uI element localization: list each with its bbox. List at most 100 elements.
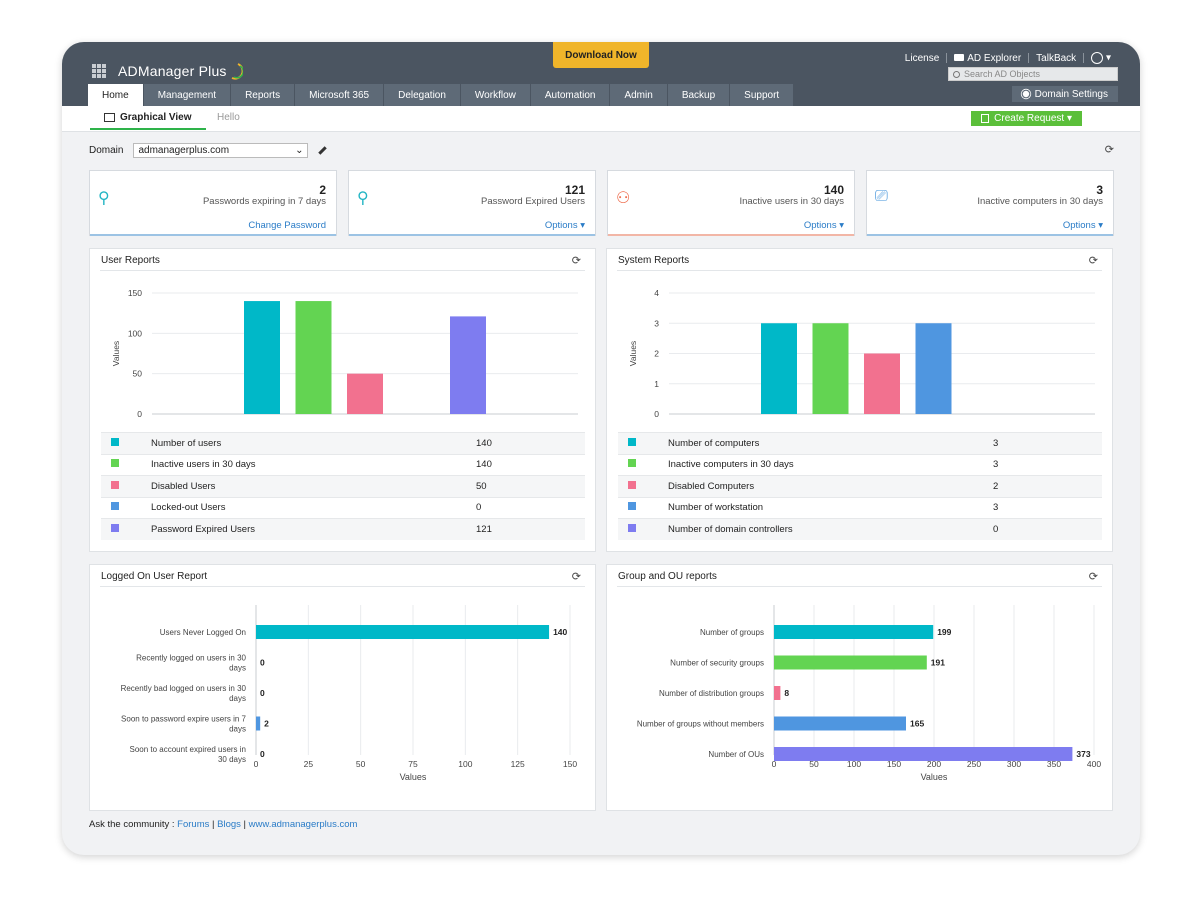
- subtab-graphical-view[interactable]: Graphical View: [90, 112, 205, 130]
- tab-management[interactable]: Management: [143, 84, 231, 106]
- legend-swatch: [628, 480, 636, 489]
- tab-admin[interactable]: Admin: [610, 84, 667, 106]
- divider: [1028, 53, 1030, 63]
- legend-row: Number of users 140: [101, 432, 585, 454]
- legend-swatch: [628, 437, 636, 446]
- data-label: 0: [260, 749, 265, 759]
- y-tick-label: Soon to account expired users in: [129, 745, 246, 754]
- search-icon: [953, 70, 960, 78]
- card-accent: [90, 234, 336, 236]
- options-dropdown[interactable]: Options ▾: [544, 220, 585, 231]
- tab-home[interactable]: Home: [88, 84, 143, 106]
- domain-settings-button[interactable]: Domain Settings: [1011, 86, 1118, 102]
- x-tick-label: 0: [772, 759, 777, 769]
- y-tick-label: 100: [128, 328, 142, 338]
- card-count: 3: [1096, 183, 1103, 197]
- user-menu[interactable]: ▾: [1084, 52, 1118, 64]
- refresh-icon[interactable]: ⟳: [571, 255, 581, 267]
- change-password-link[interactable]: Change Password: [248, 220, 326, 231]
- y-tick-label: 0: [137, 409, 142, 419]
- options-dropdown[interactable]: Options ▾: [803, 220, 844, 231]
- y-tick-label: Soon to password expire users in 7: [121, 715, 247, 724]
- legend-value: 3: [993, 437, 999, 449]
- legend-swatch: [111, 502, 119, 511]
- edit-icon[interactable]: [318, 146, 328, 155]
- bar-3: [864, 353, 900, 414]
- tab-reports[interactable]: Reports: [231, 84, 295, 106]
- x-tick-label: 25: [304, 759, 314, 769]
- card-count: 121: [564, 183, 585, 197]
- domain-settings-label: Domain Settings: [1034, 88, 1108, 100]
- group-ou-chart: 0 50 100 150 200 250 300 350 400 Values 199 Number …: [637, 605, 1101, 782]
- y-axis-label: Values: [628, 341, 638, 366]
- bar-3: [774, 686, 781, 700]
- refresh-icon[interactable]: ⟳: [1088, 571, 1098, 583]
- legend-label: Number of domain controllers: [668, 524, 793, 535]
- x-tick-label: 150: [887, 759, 901, 769]
- card-accent: [608, 234, 854, 236]
- y-tick-label: 30 days: [218, 755, 246, 764]
- legend-row: Number of workstation 3: [618, 497, 1102, 519]
- website-link[interactable]: www.admanagerplus.com: [248, 819, 358, 830]
- legend-value: 3: [993, 459, 999, 471]
- refresh-icon[interactable]: ⟳: [1104, 144, 1114, 156]
- key-icon: ⚲: [357, 190, 369, 207]
- card-label: Passwords expiring in 7 days: [202, 196, 326, 207]
- y-tick-label: 2: [654, 349, 659, 359]
- footer: Ask the community : Forums | Blogs | www…: [89, 819, 357, 830]
- bar-2: [812, 323, 849, 414]
- y-tick-label: 50: [133, 369, 143, 379]
- folder-icon: [954, 54, 965, 62]
- options-dropdown[interactable]: Options ▾: [1062, 220, 1103, 231]
- legend-swatch: [111, 524, 119, 532]
- app-logo[interactable]: ADManager Plus: [92, 62, 243, 80]
- y-tick-label: 0: [654, 409, 659, 419]
- tab-workflow[interactable]: Workflow: [460, 84, 530, 106]
- app-grid-icon[interactable]: [92, 64, 106, 78]
- blogs-link[interactable]: Blogs: [217, 819, 241, 830]
- y-tick-label: days: [229, 664, 246, 673]
- card-inactive-users: ⚇ 140 Inactive users in 30 days Options …: [607, 170, 855, 236]
- legend-label: Number of computers: [668, 437, 760, 449]
- x-tick-label: 50: [809, 759, 819, 769]
- tab-automation[interactable]: Automation: [530, 84, 610, 106]
- tab-support[interactable]: Support: [730, 84, 794, 106]
- refresh-icon[interactable]: ⟳: [571, 571, 581, 583]
- system-reports-legend: Number of computers 3 Inactive computers i…: [618, 432, 1102, 540]
- refresh-icon[interactable]: ⟳: [1088, 255, 1098, 267]
- legend-swatch: [111, 459, 119, 468]
- x-tick-label: 75: [408, 759, 418, 769]
- y-axis-label: Values: [111, 341, 121, 366]
- sub-tab-bar: Graphical View Hello Create Request ▾: [62, 106, 1140, 132]
- x-tick-label: 100: [458, 759, 472, 769]
- legend-label: Locked-out Users: [151, 502, 226, 514]
- download-now-button[interactable]: Download Now: [553, 42, 649, 68]
- domain-select[interactable]: admanagerplus.com ⌄: [133, 143, 309, 158]
- legend-value: 50: [476, 480, 487, 492]
- talkback-link[interactable]: TalkBack: [1036, 52, 1077, 64]
- card-inactive-computers: ⎚ 3 Inactive computers in 30 days Option…: [866, 170, 1114, 236]
- logged-on-panel: Logged On User Report ⟳ 0 25 50 75 100 125 150…: [89, 564, 596, 811]
- card-label: Inactive computers in 30 days: [977, 196, 1103, 207]
- legend-label: Disabled Computers: [668, 480, 755, 492]
- logo-arc-icon: [231, 63, 243, 80]
- y-tick-label: 4: [654, 288, 659, 298]
- chevron-down-icon: ⌄: [295, 145, 304, 156]
- forums-link[interactable]: Forums: [177, 819, 210, 830]
- legend-row: Number of computers 3: [618, 432, 1102, 454]
- y-tick-label: 1: [654, 379, 659, 389]
- ad-explorer-link[interactable]: AD Explorer: [947, 53, 1028, 64]
- divider: [100, 270, 585, 271]
- domain-value: admanagerplus.com: [138, 145, 230, 156]
- x-tick-label: 350: [1047, 759, 1061, 769]
- y-tick-label: Recently logged on users in 30: [136, 654, 246, 663]
- tab-backup[interactable]: Backup: [667, 84, 730, 106]
- license-link[interactable]: License: [904, 52, 940, 64]
- search-input[interactable]: Search AD Objects: [948, 67, 1118, 81]
- subtab-hello[interactable]: Hello: [217, 112, 240, 123]
- card-accent: [867, 234, 1113, 236]
- tab-microsoft-365[interactable]: Microsoft 365: [295, 84, 384, 106]
- create-request-button[interactable]: Create Request ▾: [971, 111, 1082, 126]
- tab-delegation[interactable]: Delegation: [384, 84, 460, 106]
- data-label: 8: [784, 688, 789, 698]
